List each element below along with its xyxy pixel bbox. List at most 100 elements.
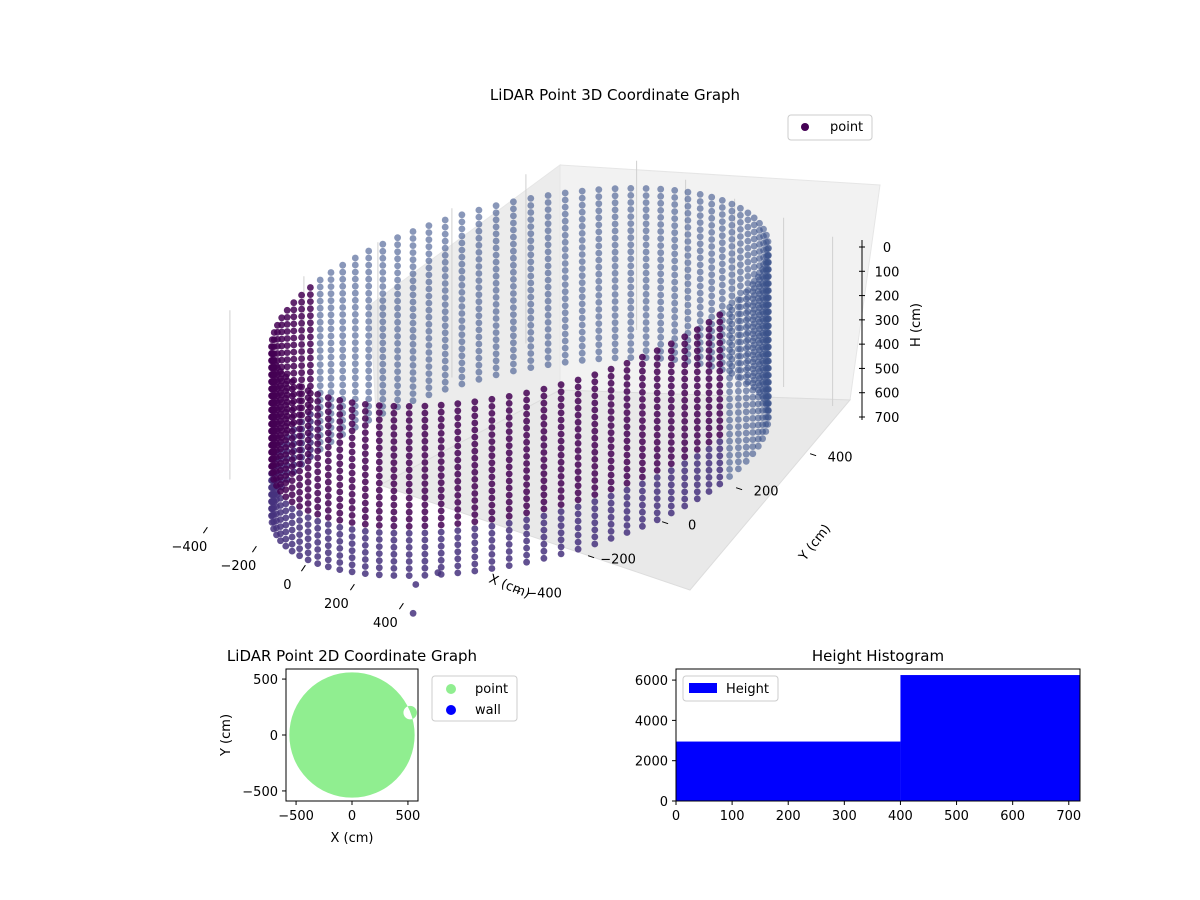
- data-point-3d: [591, 484, 599, 491]
- data-point-3d: [544, 192, 552, 199]
- z-tick-label-3d: 700: [875, 411, 900, 426]
- data-point-3d: [379, 297, 387, 304]
- data-point-3d: [735, 303, 742, 311]
- data-point-3d: [750, 249, 758, 257]
- data-point-3d: [684, 231, 692, 238]
- data-point-3d: [351, 303, 359, 311]
- data-point-3d: [288, 484, 296, 492]
- data-point-3d: [409, 305, 417, 313]
- data-point-3d: [510, 247, 517, 255]
- histogram-bar: [900, 675, 1080, 801]
- data-point-3d: [735, 331, 742, 339]
- data-point-3d: [667, 347, 675, 355]
- legend-3d-marker: [801, 123, 809, 131]
- data-point-3d: [667, 418, 675, 425]
- data-point-3d: [268, 349, 276, 357]
- data-point-3d: [527, 237, 535, 245]
- data-point-3d: [607, 478, 615, 486]
- data-point-3d: [627, 199, 635, 206]
- data-point-3d: [642, 283, 650, 291]
- data-point-3d: [314, 482, 322, 490]
- data-point-3d: [623, 409, 631, 417]
- data-point-3d: [544, 290, 552, 298]
- data-point-3d: [611, 185, 619, 193]
- ticks-3d: −400−2000200400−400−20002004000100200300…: [172, 240, 900, 631]
- data-point-3d: [296, 467, 303, 475]
- data-point-3d: [578, 356, 586, 364]
- data-point-3d: [681, 354, 689, 362]
- data-point-3d: [726, 310, 733, 318]
- data-point-3d: [627, 318, 635, 326]
- data-point-3d: [544, 199, 552, 206]
- data-point-3d: [627, 248, 635, 256]
- data-point-3d: [623, 493, 631, 501]
- data-point-3d: [623, 402, 631, 409]
- data-point-3d: [744, 209, 752, 217]
- data-point-3d: [595, 242, 603, 250]
- data-point-3d: [705, 424, 713, 432]
- data-point-3d: [574, 383, 582, 391]
- data-point-3d: [754, 322, 762, 330]
- data-point-3d: [735, 451, 742, 459]
- data-point-3d: [471, 405, 479, 413]
- data-point-3d: [296, 446, 303, 454]
- y-tick-label-3d: 400: [828, 451, 853, 466]
- data-point-3d: [454, 428, 462, 436]
- data-point-3d: [574, 390, 582, 398]
- data-point-3d: [314, 468, 322, 476]
- data-point-3d: [527, 195, 535, 202]
- data-point-3d: [544, 311, 552, 319]
- data-point-3d: [379, 290, 387, 297]
- legend-2d-wall-marker: [446, 705, 456, 715]
- data-point-3d: [728, 200, 736, 208]
- data-point-3d: [282, 451, 290, 458]
- data-point-3d: [327, 360, 335, 368]
- data-point-3d: [595, 284, 603, 292]
- data-point-3d: [316, 276, 324, 284]
- data-point-3d: [304, 535, 312, 543]
- data-point-3d: [324, 415, 332, 423]
- data-point-3d: [375, 550, 383, 557]
- data-point-3d: [441, 385, 449, 393]
- data-point-3d: [304, 521, 312, 528]
- data-point-3d: [488, 473, 496, 481]
- data-point-3d: [409, 235, 417, 242]
- data-point-3d: [336, 552, 344, 559]
- data-point-3d: [754, 414, 762, 422]
- data-point-3d: [283, 342, 291, 349]
- data-point-3d: [523, 431, 530, 439]
- data-point-3d: [642, 340, 650, 347]
- data-point-3d: [409, 312, 417, 320]
- data-point-3d: [561, 246, 569, 253]
- data-point-3d: [421, 487, 429, 495]
- data-point-3d: [492, 216, 500, 224]
- data-point-3d: [742, 323, 750, 331]
- data-point-3d: [282, 479, 290, 487]
- data-point-3d: [421, 564, 429, 572]
- data-point-3d: [348, 568, 356, 576]
- data-point-3d: [667, 361, 675, 369]
- data-point-3d: [653, 488, 661, 495]
- data-point-3d: [409, 376, 417, 383]
- data-point-3d: [708, 285, 716, 293]
- data-point-3d: [454, 449, 462, 457]
- data-point-3d: [754, 365, 762, 372]
- data-point-3d: [471, 461, 479, 469]
- data-point-3d: [339, 374, 347, 382]
- data-point-3d: [623, 395, 631, 402]
- data-point-3d: [591, 463, 599, 470]
- data-point-3d: [735, 423, 742, 430]
- data-point-3d: [492, 223, 500, 231]
- data-point-3d: [409, 355, 417, 362]
- data-point-3d: [421, 466, 429, 473]
- data-point-3d: [290, 334, 298, 342]
- data-point-3d: [283, 306, 291, 314]
- data-point-3d: [421, 536, 429, 544]
- data-point-3d: [653, 396, 661, 404]
- data-point-3d: [458, 373, 466, 381]
- data-point-3d: [527, 357, 535, 364]
- x-tick-label-2d: −500: [278, 809, 314, 824]
- data-point-3d: [277, 375, 284, 382]
- data-point-3d: [304, 408, 312, 416]
- data-point-3d: [726, 353, 733, 360]
